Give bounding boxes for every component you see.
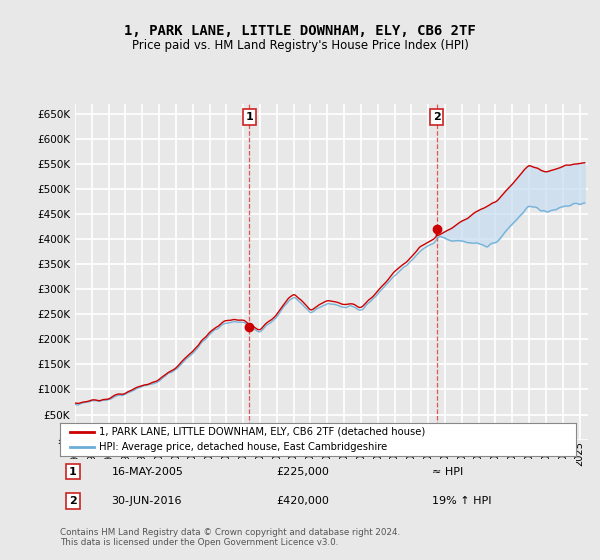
- Text: Price paid vs. HM Land Registry's House Price Index (HPI): Price paid vs. HM Land Registry's House …: [131, 39, 469, 52]
- Text: £420,000: £420,000: [277, 496, 329, 506]
- Text: £225,000: £225,000: [277, 466, 329, 477]
- Text: ≈ HPI: ≈ HPI: [431, 466, 463, 477]
- Text: Contains HM Land Registry data © Crown copyright and database right 2024.
This d: Contains HM Land Registry data © Crown c…: [60, 528, 400, 547]
- Text: 2: 2: [433, 112, 440, 122]
- Text: HPI: Average price, detached house, East Cambridgeshire: HPI: Average price, detached house, East…: [98, 442, 387, 452]
- Text: 19% ↑ HPI: 19% ↑ HPI: [431, 496, 491, 506]
- Text: 16-MAY-2005: 16-MAY-2005: [112, 466, 184, 477]
- Text: 1: 1: [69, 466, 77, 477]
- Text: 1, PARK LANE, LITTLE DOWNHAM, ELY, CB6 2TF: 1, PARK LANE, LITTLE DOWNHAM, ELY, CB6 2…: [124, 24, 476, 38]
- Text: 1: 1: [245, 112, 253, 122]
- Text: 30-JUN-2016: 30-JUN-2016: [112, 496, 182, 506]
- Text: 2: 2: [69, 496, 77, 506]
- Text: 1, PARK LANE, LITTLE DOWNHAM, ELY, CB6 2TF (detached house): 1, PARK LANE, LITTLE DOWNHAM, ELY, CB6 2…: [98, 427, 425, 437]
